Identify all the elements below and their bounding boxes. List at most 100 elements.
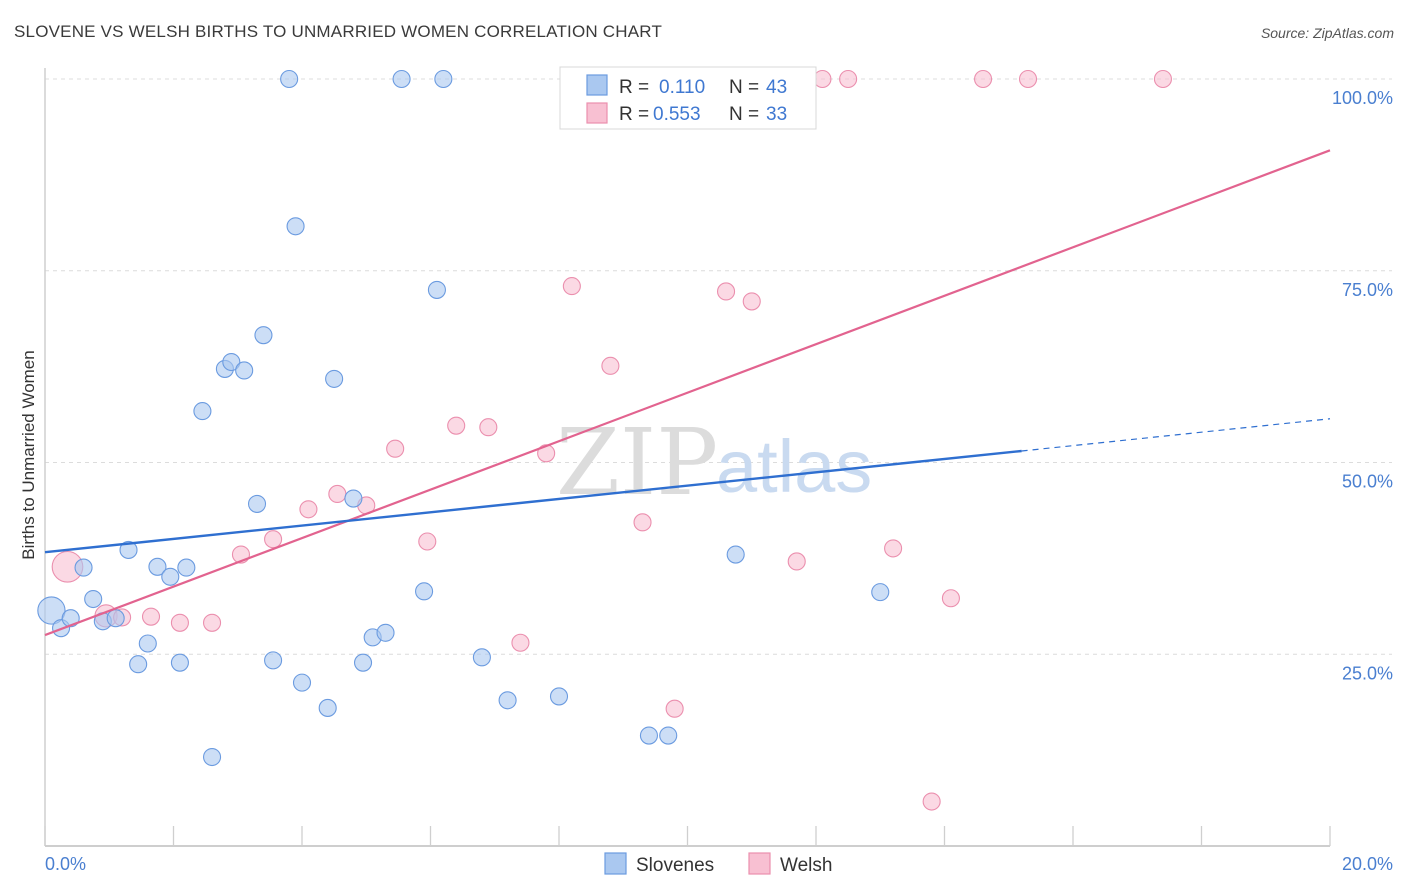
slovenes-point-31 (392, 69, 411, 89)
y-tick-label-50: 50.0% (1342, 472, 1393, 492)
slovenes-point-0 (37, 596, 66, 625)
slovenes-point-7 (119, 540, 138, 559)
welsh-point-5 (203, 613, 222, 632)
welsh-point-29 (941, 589, 960, 608)
slovenes-point-3 (74, 558, 93, 577)
chart-title: SLOVENE VS WELSH BIRTHS TO UNMARRIED WOM… (14, 22, 663, 41)
legend-n-label-welsh: N = (729, 104, 759, 125)
slovenes-point-17 (222, 352, 241, 372)
welsh-trend-line (44, 149, 1331, 637)
welsh-point-8 (299, 500, 318, 519)
slovenes-point-2 (61, 609, 80, 628)
welsh-point-11 (386, 439, 405, 458)
slovenes-point-27 (344, 489, 363, 508)
welsh-point-16 (537, 444, 556, 463)
series-legend-label-slovenes: Slovenes (636, 855, 714, 876)
legend-r-label-welsh: R = (619, 104, 649, 125)
slovenes-point-18 (235, 361, 254, 380)
welsh-point-3 (141, 607, 161, 626)
legend-r-value-slovenes: 0.110 (659, 77, 705, 98)
y-axis-title: Births to Unmarried Women (19, 350, 38, 559)
slovenes-point-10 (148, 557, 167, 576)
slovenes-point-8 (129, 655, 148, 674)
legend-r-value-welsh: 0.553 (653, 104, 701, 125)
slovenes-point-6 (106, 609, 125, 628)
watermark-atlas: atlas (716, 425, 872, 508)
slovenes-point-33 (427, 280, 446, 299)
slovenes-point-37 (549, 687, 569, 706)
welsh-point-18 (601, 356, 620, 375)
welsh-point-9 (328, 484, 347, 503)
correlation-legend: R = 0.110 N = 43 R = 0.553 N = 33 (559, 66, 817, 130)
slovenes-point-14 (193, 402, 212, 421)
trend-lines (44, 149, 1331, 637)
welsh-point-30 (973, 69, 993, 89)
welsh-point-26 (839, 69, 858, 89)
welsh-point-28 (922, 792, 941, 811)
y-tick-label-100: 100.0% (1332, 88, 1393, 108)
slovenes-trend-line (44, 449, 1022, 554)
welsh-point-20 (665, 699, 684, 718)
slovenes-point-30 (376, 623, 395, 642)
welsh-point-19 (633, 513, 652, 532)
y-tick-label-75: 75.0% (1342, 280, 1393, 300)
slovenes-point-19 (247, 494, 267, 513)
slovenes-point-26 (325, 369, 344, 388)
watermark-zip: ZIP (556, 409, 718, 516)
slovenes-point-34 (434, 69, 453, 89)
slovenes-point-21 (264, 651, 283, 670)
slovenes-point-38 (639, 726, 659, 745)
source-label: Source: ZipAtlas.com (1260, 25, 1394, 41)
welsh-point-27 (884, 539, 903, 558)
series-legend-label-welsh: Welsh (780, 855, 832, 876)
x-tick-label-max: 20.0% (1342, 854, 1393, 874)
watermark: ZIP atlas (556, 409, 872, 516)
slovenes-point-23 (286, 217, 305, 236)
slovenes-point-15 (203, 747, 222, 767)
slovenes-trend-extension (1021, 418, 1331, 452)
slovenes-point-39 (659, 726, 678, 745)
welsh-point-17 (562, 277, 581, 296)
slovenes-points (37, 69, 890, 767)
slovenes-point-20 (254, 326, 273, 345)
welsh-point-32 (1153, 69, 1172, 89)
welsh-point-31 (1018, 69, 1038, 89)
welsh-point-7 (264, 530, 283, 549)
slovenes-point-36 (498, 691, 517, 710)
slovenes-point-35 (472, 648, 491, 667)
slovenes-point-13 (177, 558, 196, 577)
y-tick-label-25: 25.0% (1342, 663, 1393, 683)
slovenes-point-11 (161, 567, 180, 586)
series-legend-swatch-welsh (748, 852, 771, 875)
welsh-point-13 (447, 416, 466, 435)
slovenes-point-28 (353, 653, 373, 672)
y-tick-labels: 25.0% 50.0% 75.0% 100.0% (1332, 88, 1393, 683)
slovenes-point-25 (318, 698, 337, 717)
welsh-point-15 (511, 633, 530, 652)
legend-n-value-slovenes: 43 (766, 77, 787, 98)
series-legend-swatch-slovenes (604, 852, 627, 875)
welsh-point-24 (787, 552, 806, 571)
legend-n-label-slovenes: N = (729, 77, 759, 98)
x-tick-labels: 0.0% 20.0% (45, 854, 1393, 874)
welsh-point-14 (479, 418, 498, 437)
series-legend: Slovenes Welsh (604, 852, 832, 876)
slovenes-point-22 (280, 69, 299, 89)
legend-r-label-slovenes: R = (619, 77, 649, 98)
slovenes-point-4 (84, 589, 103, 609)
axes (44, 68, 1331, 847)
legend-swatch-slovenes (586, 74, 608, 96)
welsh-point-12 (418, 532, 437, 551)
slovenes-point-40 (726, 545, 745, 564)
welsh-point-23 (742, 292, 761, 311)
slovenes-point-24 (292, 673, 312, 692)
legend-n-value-welsh: 33 (766, 104, 787, 125)
slovenes-point-12 (170, 653, 189, 672)
slovenes-point-42 (871, 583, 890, 602)
x-tick-label-min: 0.0% (45, 854, 86, 874)
legend-swatch-welsh (586, 102, 608, 124)
slovenes-point-9 (138, 634, 157, 653)
slovenes-point-32 (415, 582, 434, 601)
welsh-point-22 (716, 282, 736, 301)
